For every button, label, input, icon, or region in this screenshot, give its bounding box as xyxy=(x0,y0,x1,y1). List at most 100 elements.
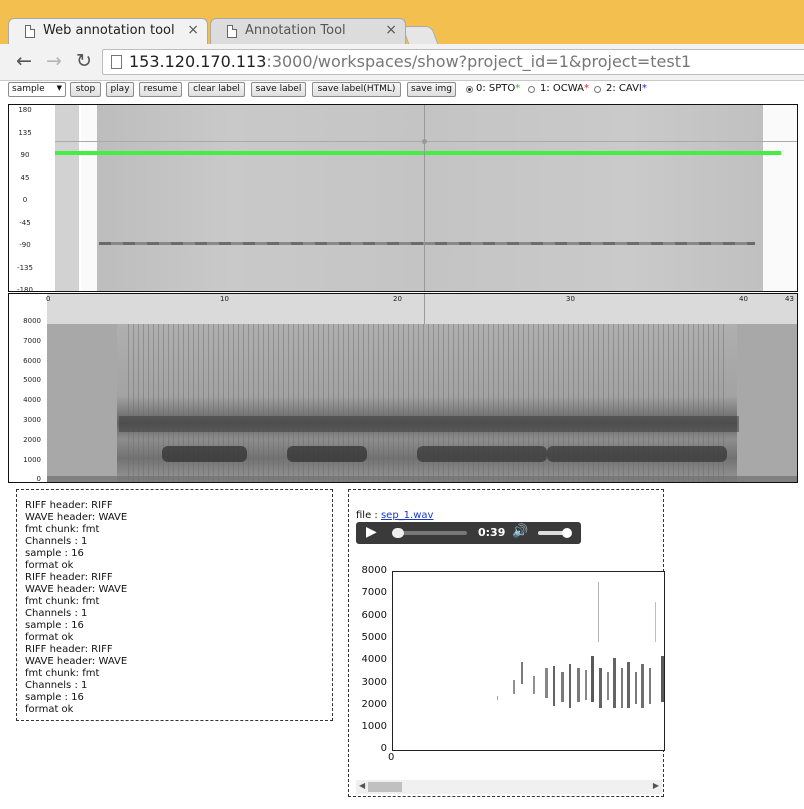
file-link[interactable]: sep_1.wav xyxy=(380,510,434,521)
save-label-html-button[interactable]: save label(HTML) xyxy=(312,82,401,97)
volume-slider[interactable] xyxy=(538,531,570,535)
time-ruler xyxy=(47,294,797,324)
file-spectrogram-x-tick: 0 xyxy=(388,752,395,763)
y-tick-label: -90 xyxy=(19,241,31,249)
url-text: 153.120.170.113:3000/workspaces/show?pro… xyxy=(129,52,691,71)
tab-close-icon[interactable]: × xyxy=(385,22,397,38)
info-line: Channels : 1 xyxy=(25,536,88,547)
file-spectrogram-y-tick: 7000 xyxy=(361,587,387,599)
stop-button[interactable]: stop xyxy=(70,82,101,97)
time-display: 0:39 xyxy=(478,526,506,539)
info-line: fmt chunk: fmt xyxy=(25,524,100,535)
info-line: format ok xyxy=(25,632,74,643)
file-spectrogram-y-tick: 4000 xyxy=(361,654,387,666)
info-line: WAVE header: WAVE xyxy=(25,656,128,667)
direction-plot-strip-a xyxy=(55,105,79,291)
play-icon[interactable]: ▶ xyxy=(366,524,377,540)
radio-label-spto: 0: SPTO* xyxy=(476,83,521,94)
file-spectrogram-y-tick: 3000 xyxy=(361,676,387,688)
y-tick-label: 0 xyxy=(22,196,28,204)
clear-label-button[interactable]: clear label xyxy=(188,82,245,97)
tab-web-annotation-tool[interactable]: Web annotation tool × xyxy=(8,18,208,44)
reload-icon[interactable]: ↻ xyxy=(76,50,92,72)
tab-title: Web annotation tool xyxy=(43,23,175,38)
url-path: :3000/workspaces/show?project_id=1&proje… xyxy=(266,52,692,71)
address-bar: ← → ↻ 153.120.170.113:3000/workspaces/sh… xyxy=(0,44,804,81)
url-input[interactable]: 153.120.170.113:3000/workspaces/show?pro… xyxy=(102,49,804,75)
sample-select-value: sample xyxy=(12,84,45,94)
tab-close-icon[interactable]: × xyxy=(187,22,199,38)
panel-margin xyxy=(47,105,55,291)
browser-tab-strip: Web annotation tool × Annotation Tool × xyxy=(0,0,804,44)
file-spectrogram-y-tick: 6000 xyxy=(361,609,387,621)
audio-player: ▶ 0:39 🔊 xyxy=(356,522,581,544)
label-bar[interactable] xyxy=(55,151,781,155)
y-tick-label: -135 xyxy=(17,263,33,272)
y-tick-label: 135 xyxy=(18,128,32,137)
direction-plot-end xyxy=(763,105,797,291)
playhead-line[interactable] xyxy=(424,105,425,291)
info-line: fmt chunk: fmt xyxy=(25,596,100,607)
info-line: Channels : 1 xyxy=(25,680,88,691)
url-host: 153.120.170.113 xyxy=(129,52,267,71)
volume-icon[interactable]: 🔊 xyxy=(512,524,529,539)
page-icon xyxy=(111,55,122,69)
resume-button[interactable]: resume xyxy=(139,82,182,97)
y-tick-label: 180 xyxy=(18,106,32,114)
app-toolbar: sample ▼ stop play resume clear label sa… xyxy=(0,81,804,101)
save-img-button[interactable]: save img xyxy=(407,82,456,97)
direction-trace xyxy=(99,242,755,245)
info-line: WAVE header: WAVE xyxy=(25,584,128,595)
direction-plot-area xyxy=(97,105,763,291)
back-arrow-icon[interactable]: ← xyxy=(16,50,32,72)
frequency-tick-label: 2000 xyxy=(23,435,41,444)
file-spectrogram-y-tick: 5000 xyxy=(361,631,387,643)
scroll-right-icon[interactable]: ▶ xyxy=(652,781,659,790)
time-tick-label: 20 xyxy=(393,295,402,303)
spectrogram-panel[interactable]: 0 10 20 30 40 43 8000 7000 6000 5000 4000 3000 2000… xyxy=(8,293,798,483)
seek-handle[interactable] xyxy=(392,528,404,538)
frequency-tick-label: 8000 xyxy=(23,317,41,325)
wav-info-log: RIFF header: RIFF WAVE header: WAVE fmt ch… xyxy=(16,489,333,721)
radio-label-cavi: 2: CAVI* xyxy=(606,83,647,94)
scrollbar-thumb[interactable] xyxy=(368,782,402,792)
info-lines: RIFF header: RIFF WAVE header: WAVE fmt ch… xyxy=(25,500,127,716)
horizontal-scrollbar[interactable]: ◀ ▶ xyxy=(356,780,662,794)
frequency-tick-label: 1000 xyxy=(23,455,41,464)
play-button[interactable]: play xyxy=(106,82,134,97)
tab-title: Annotation Tool xyxy=(245,23,346,38)
volume-handle[interactable] xyxy=(562,528,572,538)
file-spectrogram-y-tick: 0 xyxy=(380,743,387,755)
y-tick-label: -45 xyxy=(19,218,31,227)
forward-arrow-icon[interactable]: → xyxy=(46,50,62,72)
save-label-button[interactable]: save label xyxy=(251,82,306,97)
tab-annotation-tool[interactable]: Annotation Tool × xyxy=(210,18,406,44)
spectrogram-area xyxy=(47,324,797,482)
y-tick-label: 90 xyxy=(20,151,30,159)
info-line: Channels : 1 xyxy=(25,608,88,619)
scroll-left-icon[interactable]: ◀ xyxy=(359,781,366,790)
sample-select[interactable]: sample ▼ xyxy=(8,82,66,97)
radio-spto[interactable] xyxy=(466,86,473,93)
time-tick-label: 0 xyxy=(46,295,51,303)
file-spectrogram-y-tick: 2000 xyxy=(361,698,387,710)
info-line: WAVE header: WAVE xyxy=(25,512,128,523)
direction-panel[interactable]: 180 135 90 45 0 -45 -90 -135 -180 xyxy=(8,104,798,292)
frequency-tick-label: 3000 xyxy=(23,416,41,424)
frequency-tick-label: 0 xyxy=(36,475,41,483)
playhead-line-ruler xyxy=(424,294,425,324)
seek-bar[interactable] xyxy=(392,531,467,535)
new-tab-button[interactable] xyxy=(401,26,439,44)
y-tick-label: -180 xyxy=(17,286,33,292)
radio-ocwa[interactable] xyxy=(528,86,535,93)
radio-cavi[interactable] xyxy=(594,86,601,93)
time-tick-label: 43 xyxy=(785,295,794,303)
playhead-handle[interactable] xyxy=(422,139,427,144)
file-spectrogram-y-tick: 1000 xyxy=(361,721,387,733)
info-line: format ok xyxy=(25,704,74,715)
spectrogram-image xyxy=(47,324,797,482)
time-tick-label: 30 xyxy=(566,295,575,303)
frequency-tick-label: 7000 xyxy=(23,336,41,345)
page-icon xyxy=(25,25,35,38)
info-line: RIFF header: RIFF xyxy=(25,572,113,583)
